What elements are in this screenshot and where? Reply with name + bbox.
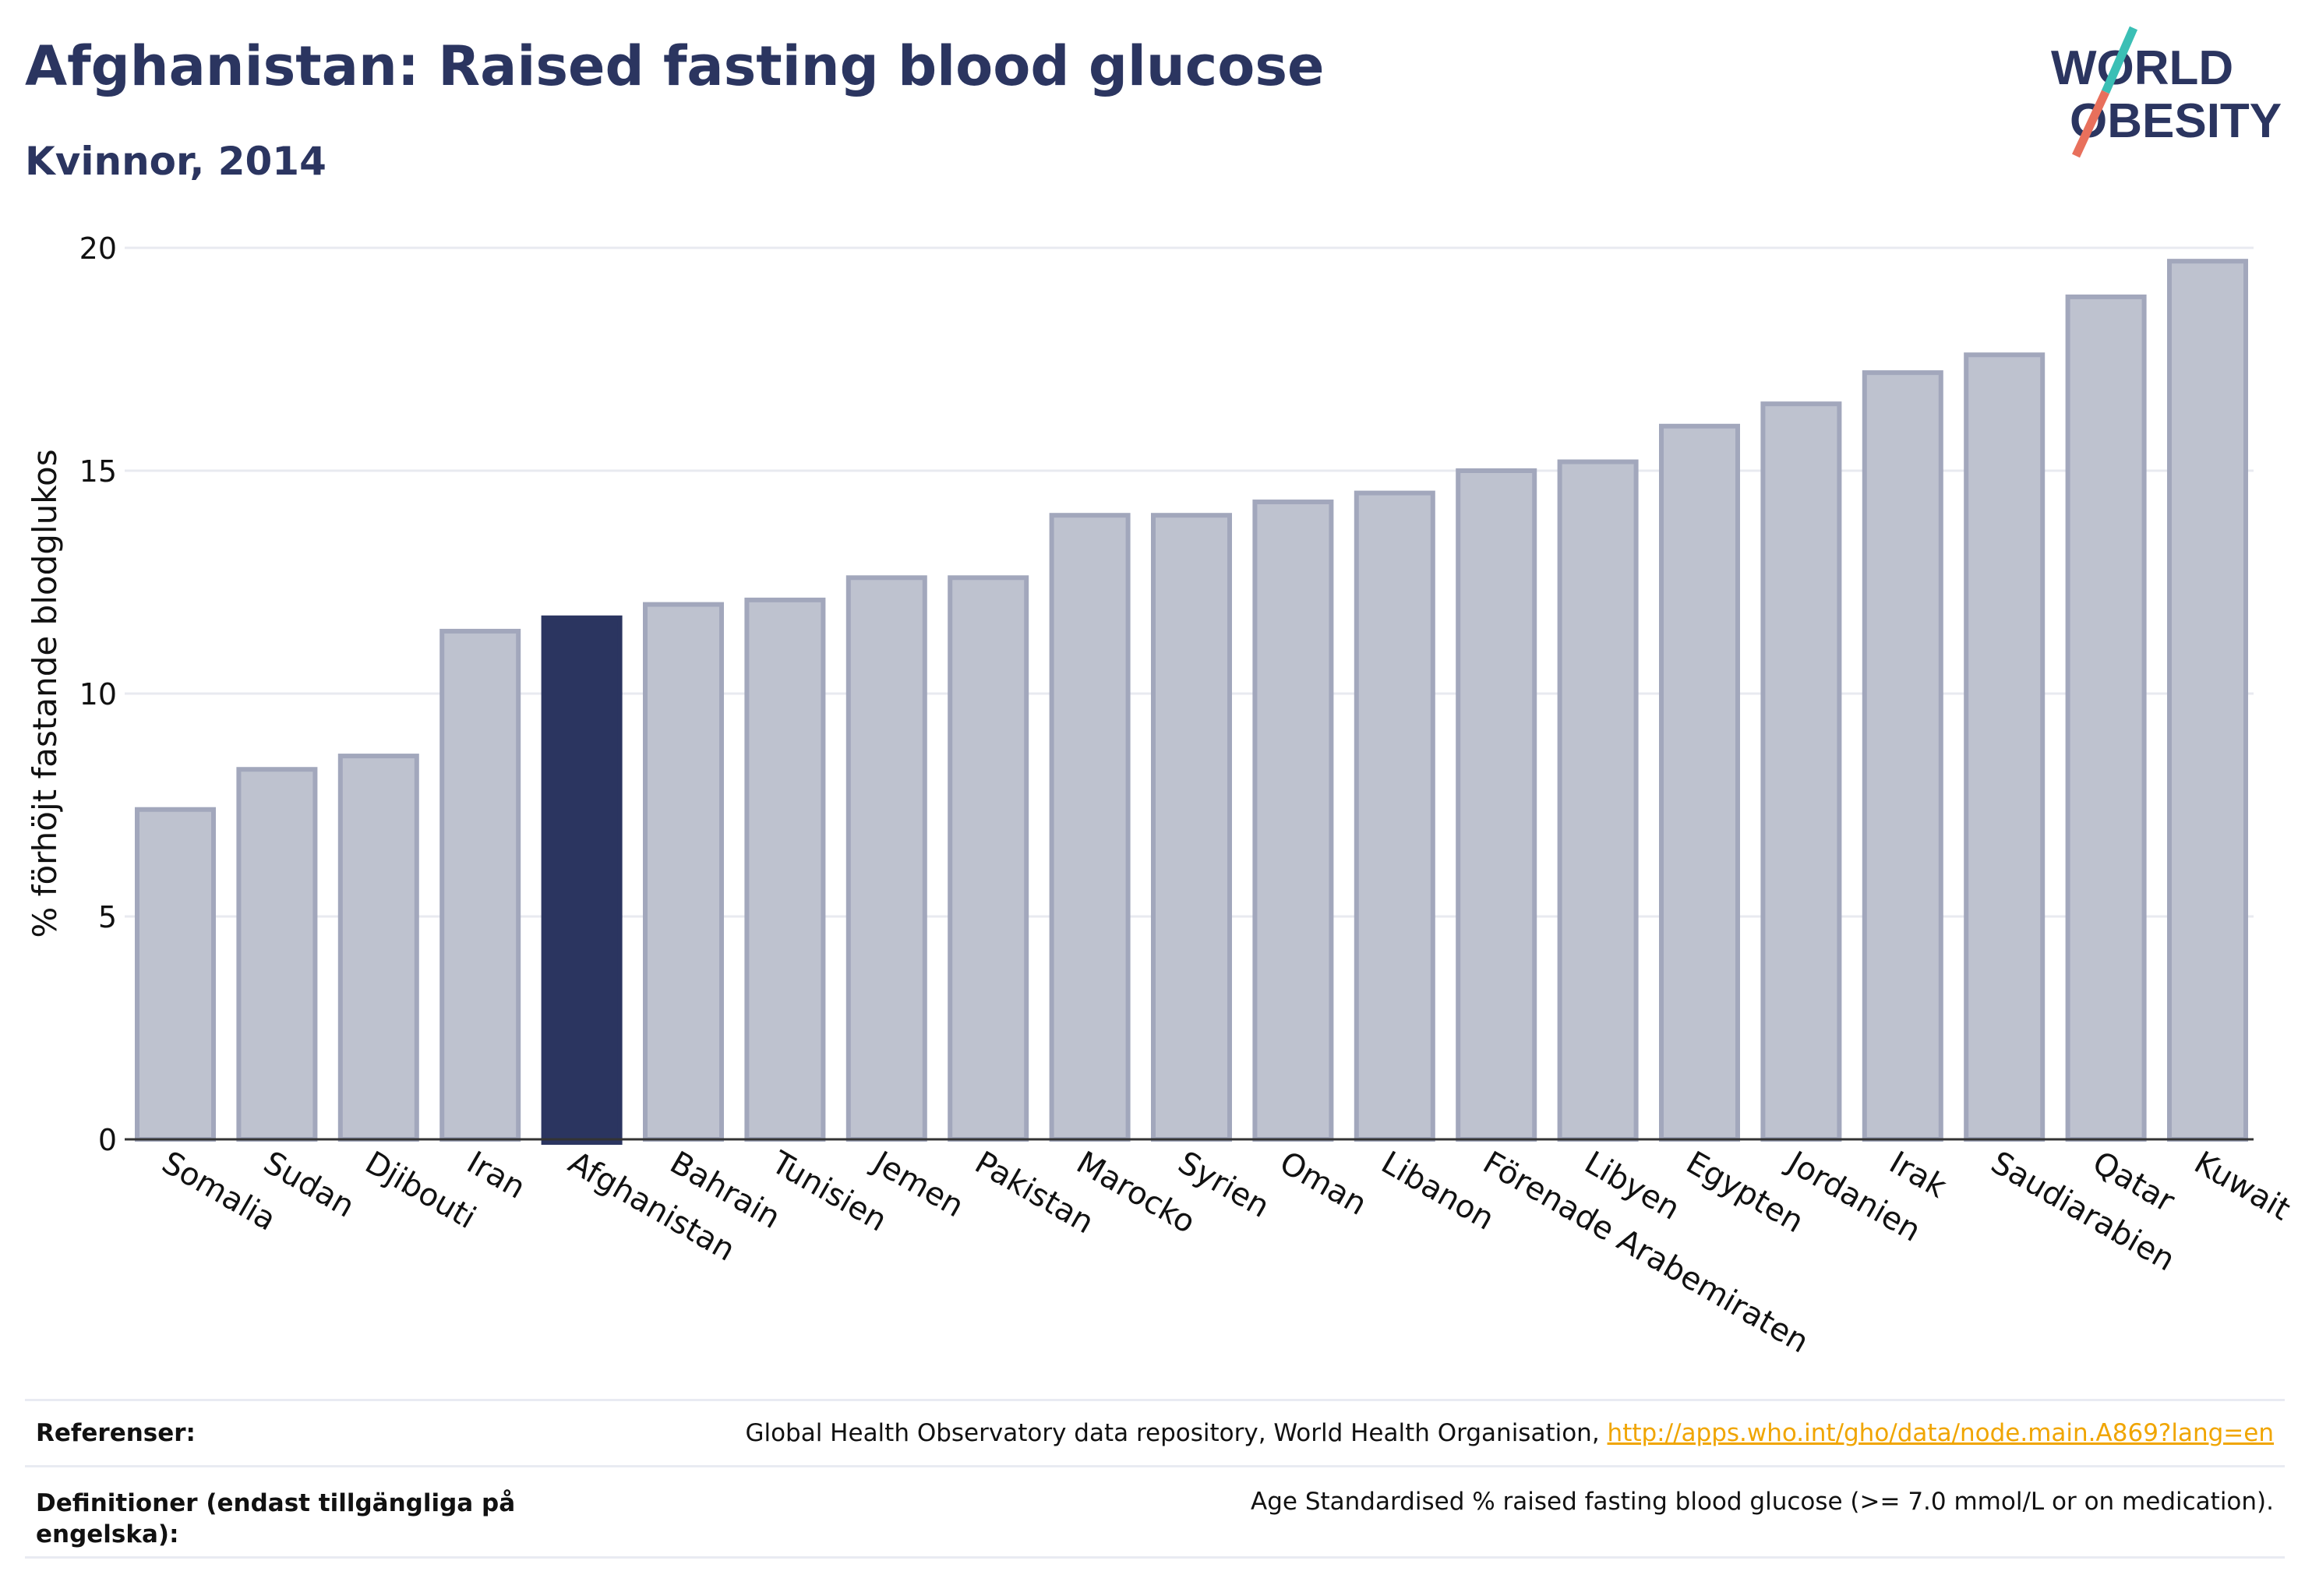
definitions-row: Definitioner (endast tillgängliga på eng… <box>25 1465 2285 1559</box>
bar-qatar[interactable] <box>2065 294 2147 1142</box>
page-subtitle: Kvinnor, 2014 <box>25 139 327 184</box>
logo-world-text: WORLD <box>2051 41 2233 95</box>
references-label: Referenser: <box>36 1419 196 1447</box>
bar-irak[interactable] <box>1862 370 1943 1142</box>
bar-libyen[interactable] <box>1557 459 1639 1142</box>
bar-jordanien[interactable] <box>1760 401 1842 1142</box>
bar-kuwait[interactable] <box>2167 259 2248 1142</box>
logo-obesity-text: OBESITY <box>2070 94 2282 148</box>
bar-bahrain[interactable] <box>643 602 724 1142</box>
bar-series <box>135 259 2248 1145</box>
x-tick-label: Irak <box>1883 1145 1953 1206</box>
references-row: Referenser: Global Health Observatory da… <box>25 1399 2285 1465</box>
y-tick-label: 10 <box>79 677 117 711</box>
bar-jemen[interactable] <box>845 575 927 1142</box>
y-tick-label: 0 <box>98 1123 117 1157</box>
y-tick-label: 5 <box>98 900 117 934</box>
bar-djibouti[interactable] <box>337 754 419 1142</box>
x-tick-label: Tunisien <box>765 1144 893 1238</box>
bar-sudan[interactable] <box>236 767 318 1142</box>
bar-egypten[interactable] <box>1659 423 1740 1142</box>
bar-afghanistan[interactable] <box>541 615 623 1145</box>
bar-syrien[interactable] <box>1151 513 1232 1142</box>
x-tick-label: Somalia <box>156 1145 282 1238</box>
x-tick-label: Oman <box>1273 1145 1372 1223</box>
x-tick-label: Iran <box>461 1145 531 1206</box>
references-link[interactable]: http://apps.who.int/gho/data/node.main.A… <box>1607 1419 2274 1447</box>
x-tick-label: Libanon <box>1375 1145 1500 1238</box>
references-text: Global Health Observatory data repositor… <box>745 1419 1608 1447</box>
bar-förenade-arabemiraten[interactable] <box>1456 468 1537 1142</box>
page-title: Afghanistan: Raised fasting blood glucos… <box>25 34 1325 98</box>
footer-table: Referenser: Global Health Observatory da… <box>25 1399 2285 1559</box>
bar-somalia[interactable] <box>135 807 216 1142</box>
bar-saudiarabien[interactable] <box>1964 352 2046 1142</box>
y-tick-label: 20 <box>79 231 117 266</box>
world-obesity-logo: WORLD OBESITY <box>2051 26 2282 158</box>
x-tick-label: Egypten <box>1680 1145 1809 1241</box>
definitions-value: Age Standardised % raised fasting blood … <box>1251 1488 2274 1516</box>
bar-iran[interactable] <box>439 628 521 1142</box>
y-tick-label: 15 <box>79 454 117 489</box>
bar-libanon[interactable] <box>1354 490 1435 1142</box>
references-value: Global Health Observatory data repositor… <box>745 1419 2285 1447</box>
bar-pakistan[interactable] <box>948 575 1029 1142</box>
y-axis-label: % förhöjt fastande blodglukos <box>26 449 64 937</box>
logo-slash-teal <box>2101 26 2138 94</box>
y-tick-labels: 0 5 10 15 20 <box>79 231 117 1157</box>
x-tick-label: Djibouti <box>359 1145 482 1236</box>
bar-oman[interactable] <box>1252 500 1334 1142</box>
definitions-label: Definitioner (endast tillgängliga på eng… <box>36 1489 516 1548</box>
bar-tunisien[interactable] <box>744 597 826 1142</box>
bar-marocko[interactable] <box>1049 513 1131 1142</box>
x-tick-label: Kuwait <box>2188 1145 2296 1228</box>
logo-slash-coral <box>2072 90 2109 158</box>
